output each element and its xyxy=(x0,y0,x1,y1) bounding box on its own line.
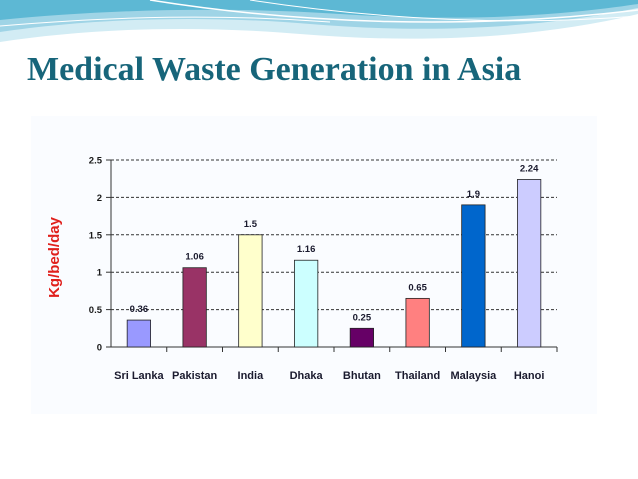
bars xyxy=(126,179,542,348)
wave-band-main xyxy=(0,0,638,20)
bar-india xyxy=(238,234,263,348)
data-label: 1.06 xyxy=(185,252,204,263)
y-axis-title: Kg/bed/day xyxy=(46,216,63,298)
wave-line-1 xyxy=(149,0,638,23)
chart-panel: 0 0.5 1 1.5 2 2.5 0.36 Sri Lanka 1.06 Pakistan 1.5… xyxy=(31,116,597,414)
y-tick-label: 2.5 xyxy=(89,156,103,167)
gridlines xyxy=(111,159,557,311)
labels: 0 0.5 1 1.5 2 2.5 0.36 Sri Lanka 1.06 Pakistan 1.5… xyxy=(46,156,544,383)
y-tick-label: 1.5 xyxy=(89,230,103,241)
x-category-label: Pakistan xyxy=(172,370,218,382)
x-category-label: Hanoi xyxy=(514,370,545,382)
wave-line-3 xyxy=(0,16,331,27)
y-tick-label: 0.5 xyxy=(89,305,103,316)
data-label: 1.9 xyxy=(467,189,480,200)
data-label: 0.36 xyxy=(130,304,149,315)
slide-title: Medical Waste Generation in Asia xyxy=(27,51,522,88)
x-category-label: Dhaka xyxy=(290,370,324,382)
bar-bhutan xyxy=(349,327,374,348)
bar-thailand xyxy=(405,297,430,348)
data-label: 0.25 xyxy=(353,312,372,323)
y-tick-label: 1 xyxy=(97,268,103,279)
x-category-label: India xyxy=(238,370,265,382)
bar-sri-lanka xyxy=(126,319,151,348)
bar-malaysia xyxy=(461,204,486,348)
y-tick-label: 2 xyxy=(97,193,102,204)
data-label: 1.5 xyxy=(244,219,258,230)
y-tick-label: 0 xyxy=(97,343,102,354)
bar-pakistan xyxy=(182,267,207,348)
bar-chart: 0 0.5 1 1.5 2 2.5 0.36 Sri Lanka 1.06 Pakistan 1.5… xyxy=(46,156,558,383)
data-label: 2.24 xyxy=(520,163,539,174)
header-wave-decoration xyxy=(0,0,638,42)
data-label: 0.65 xyxy=(408,282,427,293)
x-category-label: Sri Lanka xyxy=(114,370,164,382)
x-category-label: Thailand xyxy=(395,370,440,382)
wave-line-2 xyxy=(249,0,638,22)
axes xyxy=(106,159,558,352)
bar-hanoi xyxy=(517,179,542,348)
bar-dhaka xyxy=(294,259,319,348)
x-category-label: Bhutan xyxy=(343,370,381,382)
data-label: 1.16 xyxy=(297,244,316,255)
x-category-label: Malaysia xyxy=(450,370,497,382)
